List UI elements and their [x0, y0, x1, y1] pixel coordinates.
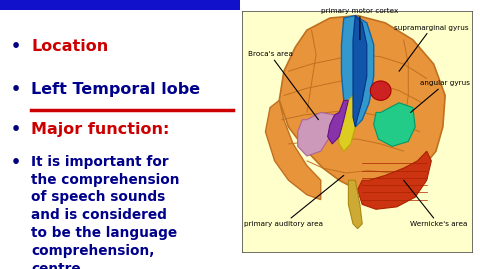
- Text: primary auditory area: primary auditory area: [244, 175, 344, 227]
- Polygon shape: [265, 100, 321, 200]
- Bar: [0, 0, 240, 10]
- Text: •: •: [11, 39, 21, 54]
- Text: It is important for
the comprehension
of speech sounds
and is considered
to be t: It is important for the comprehension of…: [31, 155, 180, 269]
- Polygon shape: [337, 95, 355, 151]
- Polygon shape: [358, 151, 432, 209]
- Text: Broca's area: Broca's area: [248, 51, 318, 120]
- Text: supramarginal gyrus: supramarginal gyrus: [394, 25, 468, 71]
- Polygon shape: [328, 100, 348, 144]
- Text: Left Temporal lobe: Left Temporal lobe: [31, 82, 200, 97]
- Polygon shape: [353, 16, 367, 127]
- Text: •: •: [11, 122, 21, 137]
- Text: •: •: [11, 82, 21, 97]
- Text: Wernicke's area: Wernicke's area: [404, 180, 467, 227]
- Polygon shape: [374, 103, 415, 146]
- Text: primary motor cortex: primary motor cortex: [321, 8, 398, 40]
- Text: Location: Location: [31, 39, 108, 54]
- Text: Major function:: Major function:: [31, 122, 169, 137]
- Polygon shape: [348, 180, 362, 229]
- Ellipse shape: [370, 81, 391, 100]
- Polygon shape: [298, 112, 335, 156]
- Text: •: •: [11, 155, 21, 170]
- Polygon shape: [341, 16, 374, 127]
- Polygon shape: [279, 16, 445, 192]
- Text: angular gyrus: angular gyrus: [410, 80, 470, 112]
